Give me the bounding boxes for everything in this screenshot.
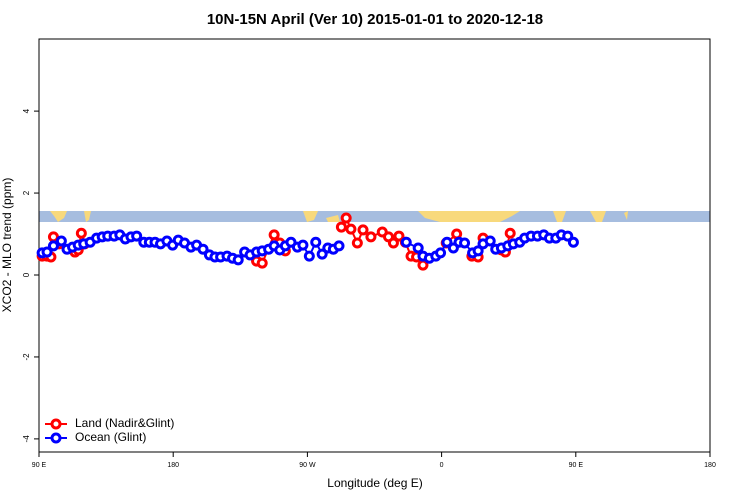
point <box>333 240 345 252</box>
land-shape <box>418 211 520 222</box>
point <box>484 235 496 247</box>
point <box>232 254 244 266</box>
x-axis-label: Longitude (deg E) <box>327 476 422 490</box>
legend-marker <box>50 418 62 430</box>
y-tick-label: -2 <box>22 353 31 361</box>
point <box>412 242 424 254</box>
legend-label: Ocean (Glint) <box>75 430 146 444</box>
x-tick-label: 90 E <box>32 462 47 469</box>
point <box>459 237 471 249</box>
x-tick-label: 90 W <box>299 462 316 469</box>
land-shape <box>624 211 628 220</box>
point <box>310 236 322 248</box>
point <box>316 248 328 260</box>
point <box>441 236 453 248</box>
point <box>562 230 574 242</box>
point <box>365 231 377 243</box>
point <box>351 237 363 249</box>
point <box>400 236 412 248</box>
point <box>256 257 268 269</box>
point <box>268 229 280 241</box>
land-shape <box>84 211 91 222</box>
point <box>504 227 516 239</box>
point <box>387 237 399 249</box>
point <box>345 223 357 235</box>
point <box>393 230 405 242</box>
legend-label: Land (Nadir&Glint) <box>75 416 174 430</box>
y-axis-label: XCO2 - MLO trend (ppm) <box>0 178 14 313</box>
land-shape <box>303 211 318 222</box>
point <box>472 245 484 257</box>
map-strip <box>39 211 710 222</box>
point <box>335 221 347 233</box>
y-tick-label: 2 <box>22 190 31 195</box>
x-tick-label: 90 E <box>569 462 584 469</box>
point <box>41 246 53 258</box>
point <box>303 250 315 262</box>
point <box>55 235 67 247</box>
point <box>47 240 59 252</box>
point <box>357 224 369 236</box>
point <box>340 212 352 224</box>
legend-marker <box>50 432 62 444</box>
point <box>75 227 87 239</box>
point <box>197 243 209 255</box>
chart-title: 10N-15N April (Ver 10) 2015-01-01 to 202… <box>207 11 543 28</box>
legend-entry: Ocean (Glint) <box>45 430 146 444</box>
y-tick-label: -4 <box>22 435 31 443</box>
point <box>567 236 579 248</box>
land-shape <box>326 215 340 222</box>
land-shape <box>50 211 67 222</box>
land-shape <box>553 211 566 222</box>
legend-entry: Land (Nadir&Glint) <box>45 416 174 430</box>
point <box>297 239 309 251</box>
y-tick-label: 0 <box>22 272 31 277</box>
y-tick-label: 4 <box>22 108 31 113</box>
point <box>417 259 429 271</box>
x-tick-label: 180 <box>704 462 716 469</box>
x-tick-label: 180 <box>167 462 179 469</box>
land-shape <box>590 211 606 222</box>
series <box>36 229 579 266</box>
plot-frame <box>38 38 711 453</box>
point <box>435 247 447 259</box>
ocean-band <box>39 211 710 222</box>
x-tick-label: 0 <box>440 462 444 469</box>
point <box>131 230 143 242</box>
